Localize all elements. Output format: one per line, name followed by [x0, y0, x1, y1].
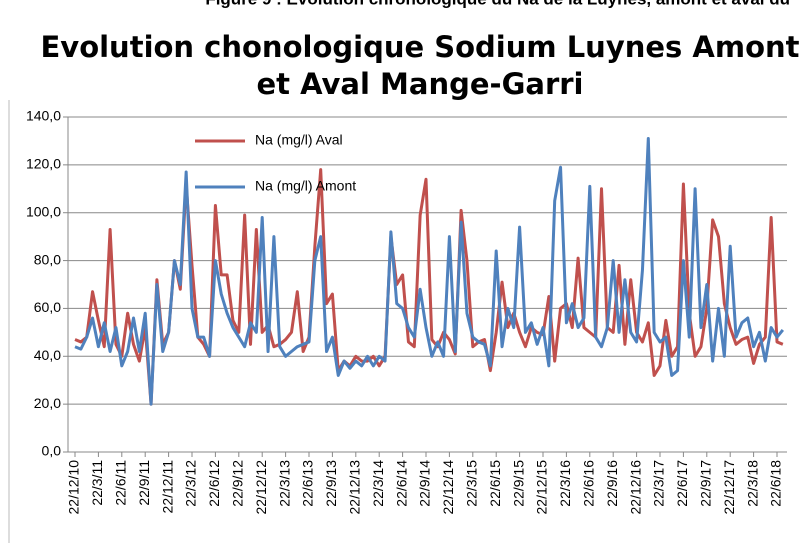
y-tick-label: 100,0 [26, 203, 61, 219]
x-tick-label: 22/6/11 [113, 460, 129, 506]
x-tick-label: 22/6/15 [487, 460, 503, 507]
data-line [74, 137, 785, 406]
y-tick-label: 20,0 [34, 395, 61, 411]
x-tick-label: 22/3/16 [557, 460, 573, 507]
x-tick-label: 22/6/16 [581, 460, 597, 507]
x-tick-label: 22/6/12 [206, 460, 222, 507]
y-tick-label: 80,0 [34, 251, 61, 267]
x-tick-label: 22/9/11 [136, 460, 152, 506]
x-tick-label: 22/12/11 [159, 460, 175, 514]
x-tick-label: 22/9/17 [698, 460, 714, 507]
chart-title: et Aval Mange-Garri [256, 67, 583, 101]
x-tick-label: 22/12/14 [440, 460, 456, 515]
x-tick-label: 22/6/18 [768, 460, 784, 507]
x-tick-label: 22/12/15 [534, 460, 550, 515]
x-tick-label: 22/9/15 [510, 460, 526, 507]
x-tick-label: 22/12/12 [253, 460, 269, 515]
x-tick-label: 22/9/13 [323, 460, 339, 507]
data-line [74, 168, 784, 406]
x-tick-label: 22/3/18 [744, 460, 760, 507]
y-tick-label: 60,0 [34, 299, 61, 315]
x-tick-label: 22/6/13 [300, 460, 316, 507]
legend-label: Na (mg/l) Aval [255, 132, 343, 148]
legend-label: Na (mg/l) Amont [255, 178, 356, 194]
x-tick-label: 22/6/14 [393, 460, 409, 507]
x-tick-label: 22/3/11 [89, 460, 105, 506]
y-tick-label: 40,0 [34, 347, 61, 363]
x-tick-label: 22/3/14 [370, 460, 386, 507]
x-tick-label: 22/9/14 [417, 460, 433, 507]
x-tick-label: 22/12/10 [66, 460, 82, 515]
figure-caption: Figure 9 : Evolution chronologique du Na… [205, 0, 790, 8]
x-tick-label: 22/12/16 [627, 460, 643, 515]
x-tick-label: 22/3/17 [651, 460, 667, 507]
x-tick-label: 22/3/12 [183, 460, 199, 507]
x-tick-label: 22/12/13 [347, 460, 363, 515]
x-tick-label: 22/3/13 [276, 460, 292, 507]
chart-title: Evolution chonologique Sodium Luynes Amo… [40, 30, 799, 64]
x-tick-label: 22/9/16 [604, 460, 620, 507]
x-tick-label: 22/3/15 [464, 460, 480, 507]
x-tick-label: 22/12/17 [721, 460, 737, 515]
y-tick-label: 0,0 [42, 443, 62, 459]
x-tick-label: 22/9/12 [230, 460, 246, 507]
y-tick-label: 140,0 [26, 108, 61, 124]
x-tick-label: 22/6/17 [674, 460, 690, 507]
y-tick-label: 120,0 [26, 156, 61, 172]
